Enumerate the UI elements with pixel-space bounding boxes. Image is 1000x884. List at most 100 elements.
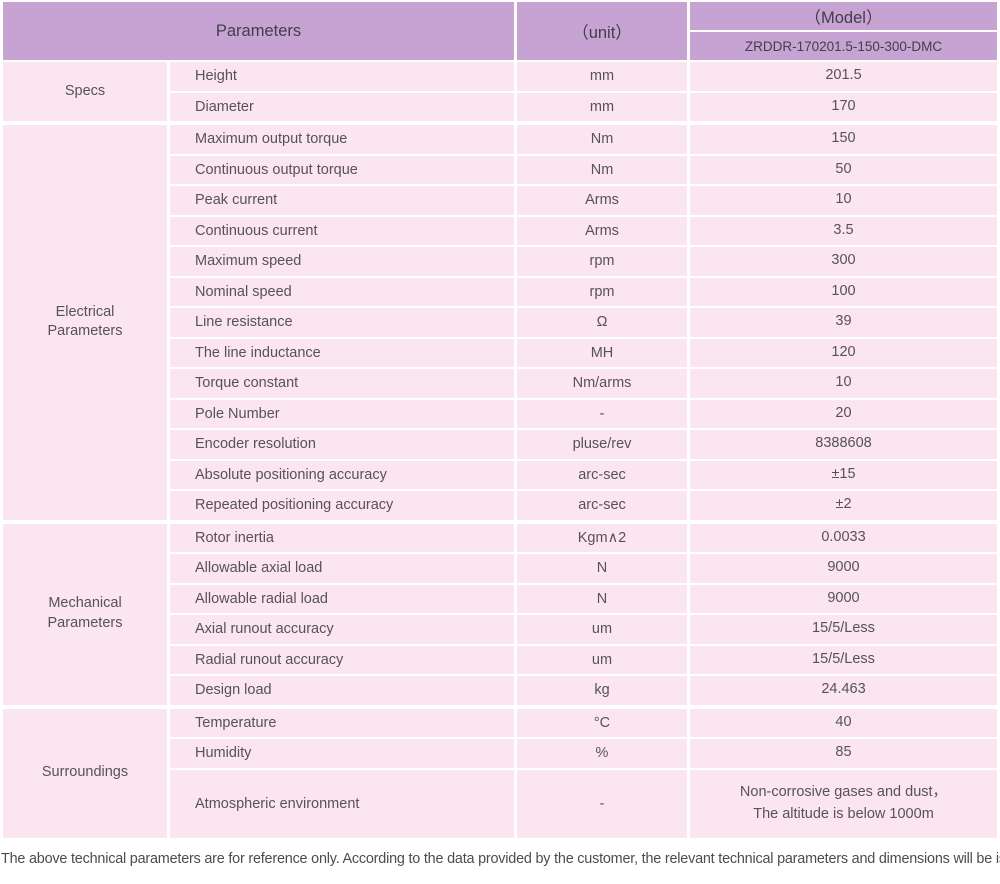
value-cell: 15/5/Less bbox=[690, 645, 997, 674]
name-cell: Absolute positioning accuracy bbox=[170, 460, 514, 489]
parameters-table: Parameters （unit） （Model） ZRDDR-170201.5… bbox=[3, 2, 997, 838]
unit-cell: rpm bbox=[517, 247, 687, 276]
unit-cell: N bbox=[517, 554, 687, 583]
value-cell: 120 bbox=[690, 338, 997, 367]
unit-cell: um bbox=[517, 645, 687, 674]
unit-cell: °C bbox=[517, 706, 687, 737]
unit-cell: kg bbox=[517, 676, 687, 705]
unit-cell: arc-sec bbox=[517, 491, 687, 520]
name-cell: Radial runout accuracy bbox=[170, 645, 514, 674]
value-cell: 10 bbox=[690, 369, 997, 398]
unit-cell: mm bbox=[517, 92, 687, 121]
value-cell: 201.5 bbox=[690, 62, 997, 91]
name-cell: Diameter bbox=[170, 92, 514, 121]
section-label: Surroundings bbox=[3, 706, 167, 838]
section-label: Mechanical Parameters bbox=[3, 521, 167, 705]
value-cell: 85 bbox=[690, 739, 997, 768]
value-cell: 20 bbox=[690, 399, 997, 428]
unit-cell: Nm bbox=[517, 123, 687, 154]
unit-cell: N bbox=[517, 584, 687, 613]
unit-cell: mm bbox=[517, 62, 687, 91]
name-cell: Rotor inertia bbox=[170, 521, 514, 552]
unit-cell: pluse/rev bbox=[517, 430, 687, 459]
value-cell: 24.463 bbox=[690, 676, 997, 705]
name-cell: Height bbox=[170, 62, 514, 91]
value-cell: Non-corrosive gases and dust， The altitu… bbox=[690, 769, 997, 838]
table-row: Diameter mm 170 bbox=[3, 92, 997, 121]
table-row: Peak current Arms 10 bbox=[3, 186, 997, 215]
table-row: Allowable axial load N 9000 bbox=[3, 554, 997, 583]
table-row: Line resistance Ω 39 bbox=[3, 308, 997, 337]
value-cell: 10 bbox=[690, 186, 997, 215]
value-cell: ±15 bbox=[690, 460, 997, 489]
section-label: Specs bbox=[3, 62, 167, 121]
name-cell: Line resistance bbox=[170, 308, 514, 337]
unit-cell: % bbox=[517, 739, 687, 768]
footer-note: The above technical parameters are for r… bbox=[1, 850, 1000, 867]
value-cell: 100 bbox=[690, 277, 997, 306]
name-cell: Atmospheric environment bbox=[170, 769, 514, 838]
table-row: Absolute positioning accuracy arc-sec ±15 bbox=[3, 460, 997, 489]
value-cell: 8388608 bbox=[690, 430, 997, 459]
value-cell: 300 bbox=[690, 247, 997, 276]
table-row: Design load kg 24.463 bbox=[3, 676, 997, 705]
table-row: Humidity% 85 bbox=[3, 739, 997, 768]
name-cell: Axial runout accuracy bbox=[170, 615, 514, 644]
name-cell: Humidity bbox=[170, 739, 514, 768]
name-cell: The line inductance bbox=[170, 338, 514, 367]
table-row: Atmospheric environment - Non-corrosive ga… bbox=[3, 769, 997, 838]
name-cell: Allowable radial load bbox=[170, 584, 514, 613]
name-cell: Allowable axial load bbox=[170, 554, 514, 583]
name-cell: Torque constant bbox=[170, 369, 514, 398]
value-cell: ±2 bbox=[690, 491, 997, 520]
unit-cell: Nm bbox=[517, 155, 687, 184]
table-row: Torque constant Nm/arms 10 bbox=[3, 369, 997, 398]
table-row: Pole Number -20 bbox=[3, 399, 997, 428]
table-body: Specs Height mm 201.5 Diameter mm 170 Electrica… bbox=[3, 62, 997, 838]
header-model: （Model） bbox=[690, 2, 997, 30]
name-cell: Maximum speed bbox=[170, 247, 514, 276]
table-row: The line inductance MH 120 bbox=[3, 338, 997, 367]
name-cell: Continuous output torque bbox=[170, 155, 514, 184]
section-label: Electrical Parameters bbox=[3, 123, 167, 520]
model-number: ZRDDR-170201.5-150-300-DMC bbox=[690, 32, 997, 60]
unit-cell: MH bbox=[517, 338, 687, 367]
table-row: Maximum speed rpm 300 bbox=[3, 247, 997, 276]
table-row: Specs Height mm 201.5 bbox=[3, 62, 997, 121]
value-cell: 40 bbox=[690, 706, 997, 737]
value-cell: 9000 bbox=[690, 554, 997, 583]
table-row: Nominal speed rpm 100 bbox=[3, 277, 997, 306]
value-cell: 50 bbox=[690, 155, 997, 184]
name-cell: Pole Number bbox=[170, 399, 514, 428]
unit-cell: arc-sec bbox=[517, 460, 687, 489]
unit-cell: Nm/arms bbox=[517, 369, 687, 398]
name-cell: Design load bbox=[170, 676, 514, 705]
header-parameters: Parameters bbox=[3, 2, 514, 60]
table-row: Encoder resolution pluse/rev 8388608 bbox=[3, 430, 997, 459]
unit-cell: Ω bbox=[517, 308, 687, 337]
unit-cell: Arms bbox=[517, 216, 687, 245]
name-cell: Continuous current bbox=[170, 216, 514, 245]
unit-cell: Kgm∧2 bbox=[517, 521, 687, 552]
table-header: Parameters （unit） （Model） ZRDDR-170201.5… bbox=[3, 2, 997, 60]
table-row: Radial runout accuracy um 15/5/Less bbox=[3, 645, 997, 674]
name-cell: Nominal speed bbox=[170, 277, 514, 306]
unit-cell: um bbox=[517, 615, 687, 644]
table-row: Axial runout accuracy um 15/5/Less bbox=[3, 615, 997, 644]
table-row: Repeated positioning accuracy arc-sec ±2 bbox=[3, 491, 997, 520]
table-row: Surroundings Temperature °C 40 bbox=[3, 706, 997, 838]
name-cell: Peak current bbox=[170, 186, 514, 215]
value-cell: 150 bbox=[690, 123, 997, 154]
name-cell: Temperature bbox=[170, 706, 514, 737]
unit-cell: rpm bbox=[517, 277, 687, 306]
table-row: Continuous output torque Nm 50 bbox=[3, 155, 997, 184]
name-cell: Maximum output torque bbox=[170, 123, 514, 154]
name-cell: Repeated positioning accuracy bbox=[170, 491, 514, 520]
table-row: Mechanical Parameters Rotor inertia Kgm∧2 0… bbox=[3, 521, 997, 705]
unit-cell: Arms bbox=[517, 186, 687, 215]
header-unit: （unit） bbox=[517, 2, 687, 60]
table-row: Continuous current Arms 3.5 bbox=[3, 216, 997, 245]
value-cell: 170 bbox=[690, 92, 997, 121]
value-cell: 15/5/Less bbox=[690, 615, 997, 644]
unit-cell: - bbox=[517, 399, 687, 428]
